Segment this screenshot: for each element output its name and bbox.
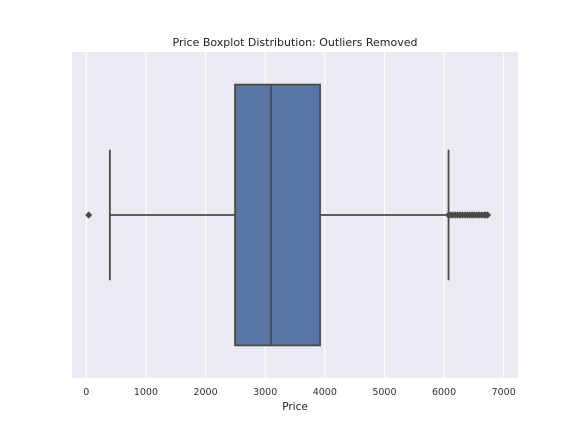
outlier-low-0	[85, 211, 93, 219]
x-tick-label-0: 0	[83, 387, 89, 398]
x-axis-label: Price	[282, 401, 308, 413]
x-tick-label-3000: 3000	[253, 387, 277, 398]
chart-title: Price Boxplot Distribution: Outliers Rem…	[173, 36, 418, 49]
x-tick-label-1000: 1000	[134, 387, 158, 398]
x-tick-labels: 0 1000 2000 3000 4000 5000 6000 7000	[83, 387, 515, 398]
x-tick-label-7000: 7000	[492, 387, 516, 398]
x-tick-label-5000: 5000	[372, 387, 396, 398]
outlier-high-17	[484, 211, 492, 219]
iqr-box	[234, 83, 321, 347]
x-tick-label-6000: 6000	[432, 387, 456, 398]
x-tick-label-4000: 4000	[313, 387, 337, 398]
box-plot	[85, 83, 492, 347]
x-tick-label-2000: 2000	[193, 387, 217, 398]
